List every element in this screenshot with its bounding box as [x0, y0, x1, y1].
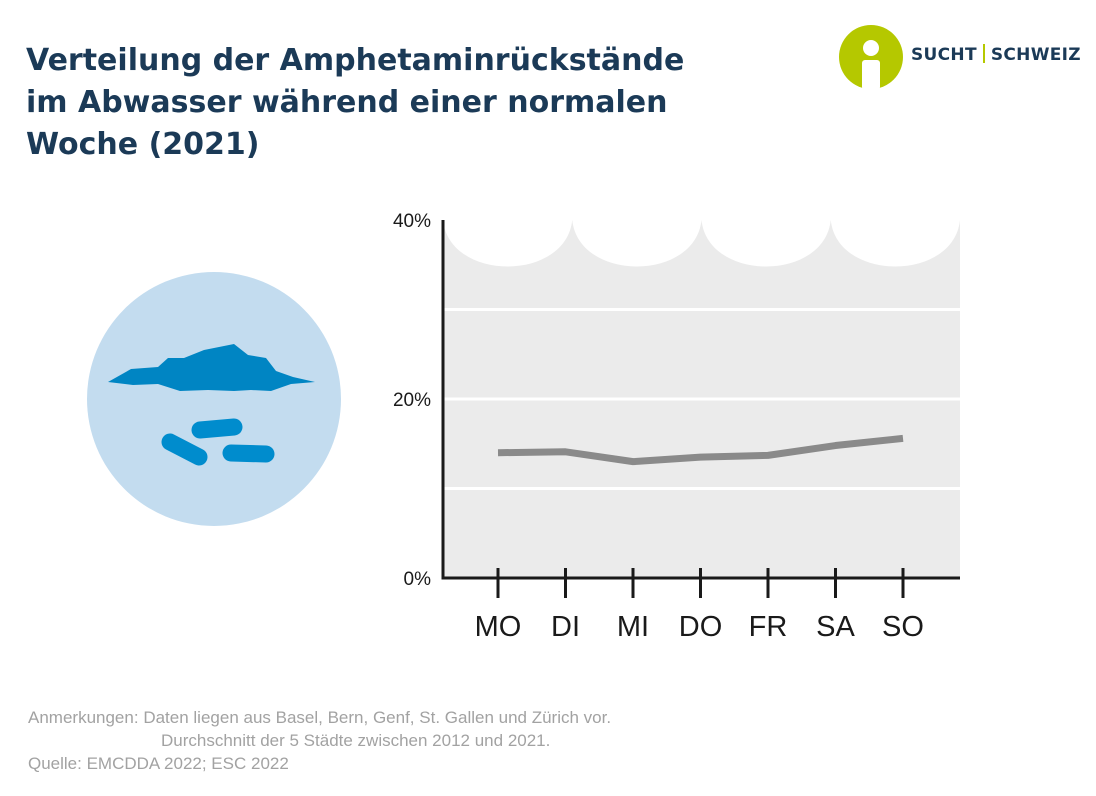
y-tick-label: 40%	[393, 211, 431, 232]
x-tick-label: DO	[679, 611, 723, 643]
x-tick-label: FR	[749, 611, 788, 643]
title-line-1: Verteilung der Amphetaminrückstände	[26, 43, 685, 78]
illustration-circle	[87, 272, 341, 526]
sucht-schweiz-logo: SUCHT SCHWEIZ	[838, 24, 1081, 90]
x-tick-label: DI	[551, 611, 580, 643]
x-tick-label: MI	[617, 611, 649, 643]
notes-row-2: Durchschnitt der 5 Städte zwischen 2012 …	[161, 731, 551, 750]
y-axis-ticks: 0% 20% 40%	[393, 211, 431, 590]
logo-wordmark: SUCHT SCHWEIZ	[911, 44, 1081, 65]
series-line	[497, 434, 904, 466]
x-tick-label: SO	[882, 611, 924, 643]
chart-title: Verteilung der Amphetaminrückstände im A…	[26, 40, 786, 166]
x-axis-ticks: MO DI MI DO FR SA SO	[475, 568, 924, 643]
line-chart: 0% 20% 40% MO DI MI DO FR SA SO	[393, 211, 960, 643]
logo-text-left: SUCHT	[911, 45, 977, 65]
x-tick-label: SA	[816, 611, 855, 643]
water-puddle	[108, 344, 315, 391]
title-line-2: im Abwasser während einer normalen	[26, 85, 668, 120]
source-note: Quelle: EMCDDA 2022; ESC 2022	[28, 754, 289, 773]
notes-row-1: Anmerkungen: Daten liegen aus Basel, Ber…	[28, 706, 611, 729]
gridlines	[443, 308, 960, 490]
sucht-schweiz-person-icon	[839, 25, 903, 90]
series-group	[497, 434, 904, 466]
chart-notes: Anmerkungen: Daten liegen aus Basel, Ber…	[28, 706, 611, 775]
y-tick-label: 20%	[393, 390, 431, 411]
pill-right	[222, 444, 275, 463]
wastewater-pills-icon	[87, 272, 341, 526]
logo-separator	[982, 44, 985, 63]
y-tick-label: 0%	[404, 569, 432, 590]
notes-label: Anmerkungen:	[28, 708, 139, 727]
title-line-3: Woche (2021)	[26, 127, 260, 162]
notes-text-1: Daten liegen aus Basel, Bern, Genf, St. …	[143, 708, 612, 727]
pill-left	[161, 433, 208, 466]
x-tick-label: MO	[475, 611, 522, 643]
pill-middle	[191, 418, 243, 439]
logo-text-right: SCHWEIZ	[990, 45, 1081, 65]
